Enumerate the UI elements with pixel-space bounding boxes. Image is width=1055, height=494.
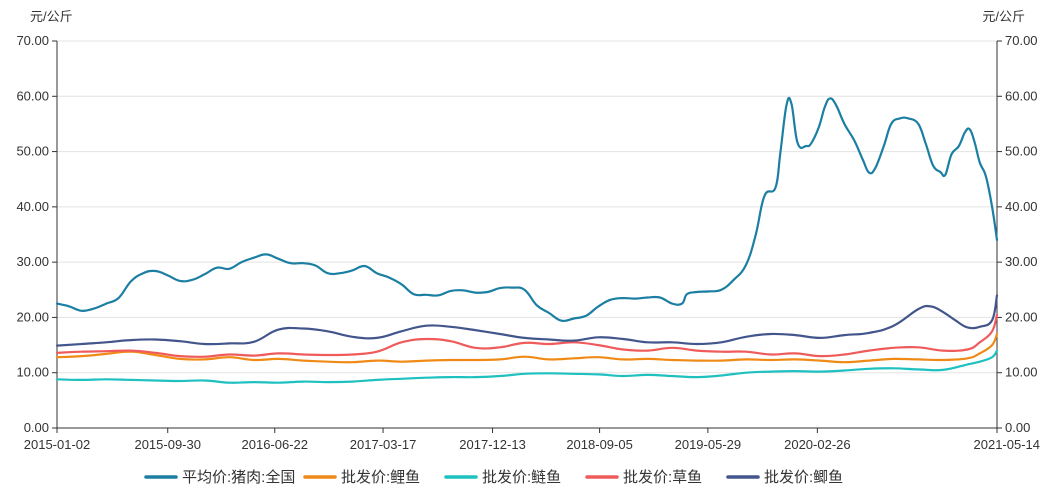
series-line-4 <box>55 313 999 358</box>
series-line-3 <box>55 349 999 384</box>
legend: 平均价:猪肉:全国 批发价:鲤鱼 批发价:鲢鱼 批发价:草鱼 批发价:鲫鱼 <box>144 468 843 486</box>
axes <box>52 40 1002 433</box>
x-axis-ticks: 2015-01-02 2015-09-30 2016-06-22 2017-03-17… <box>24 437 1040 452</box>
y-axis-unit-left: 元/公斤 <box>30 9 73 24</box>
y-tick-label-left: 10.00 <box>16 365 49 380</box>
legend-label: 批发价:鲫鱼 <box>764 468 843 486</box>
gridlines <box>57 40 997 374</box>
x-tick-label: 2017-12-13 <box>459 437 526 452</box>
y-tick-label-left: 30.00 <box>16 254 49 269</box>
legend-item-3: 批发价:鲢鱼 <box>444 468 561 486</box>
y-tick-label-right: 30.00 <box>1005 254 1038 269</box>
legend-label: 批发价:鲤鱼 <box>341 468 420 486</box>
y-axis-right-ticks: 0.00 10.00 20.00 30.00 40.00 50.00 60.00 70.00 <box>1005 33 1038 435</box>
y-tick-label-right: 40.00 <box>1005 199 1038 214</box>
series-line-1 <box>55 96 999 323</box>
legend-item-1: 平均价:猪肉:全国 <box>144 468 295 486</box>
x-tick-label: 2021-05-14 <box>974 437 1041 452</box>
legend-label: 平均价:猪肉:全国 <box>182 468 295 486</box>
legend-item-5: 批发价:鲫鱼 <box>726 468 843 486</box>
series-lines <box>55 96 999 384</box>
legend-label: 批发价:鲢鱼 <box>482 468 561 486</box>
x-tick-label: 2015-09-30 <box>134 437 201 452</box>
y-tick-label-left: 0.00 <box>24 420 49 435</box>
y-tick-label-right: 50.00 <box>1005 144 1038 159</box>
y-tick-label-right: 0.00 <box>1005 420 1030 435</box>
y-tick-label-left: 60.00 <box>16 88 49 103</box>
x-tick-label: 2016-06-22 <box>242 437 309 452</box>
y-axis-left-ticks: 0.00 10.00 20.00 30.00 40.00 50.00 60.00 70.00 <box>16 33 49 435</box>
legend-label: 批发价:草鱼 <box>623 468 702 486</box>
x-tick-label: 2015-01-02 <box>24 437 91 452</box>
x-tick-label: 2019-05-29 <box>675 437 742 452</box>
series-line-2 <box>55 332 999 364</box>
y-tick-label-right: 10.00 <box>1005 365 1038 380</box>
y-tick-label-right: 60.00 <box>1005 88 1038 103</box>
y-axis-unit-right: 元/公斤 <box>982 9 1025 24</box>
x-tick-label: 2020-02-26 <box>784 437 851 452</box>
y-tick-label-left: 20.00 <box>16 309 49 324</box>
y-tick-label-left: 40.00 <box>16 199 49 214</box>
legend-item-4: 批发价:草鱼 <box>585 468 702 486</box>
series-line-5 <box>55 294 999 347</box>
x-tick-label: 2018-09-05 <box>566 437 633 452</box>
y-tick-label-left: 70.00 <box>16 33 49 48</box>
y-tick-label-right: 20.00 <box>1005 309 1038 324</box>
x-tick-label: 2017-03-17 <box>350 437 417 452</box>
y-tick-label-left: 50.00 <box>16 144 49 159</box>
legend-item-2: 批发价:鲤鱼 <box>303 468 420 486</box>
y-tick-label-right: 70.00 <box>1005 33 1038 48</box>
